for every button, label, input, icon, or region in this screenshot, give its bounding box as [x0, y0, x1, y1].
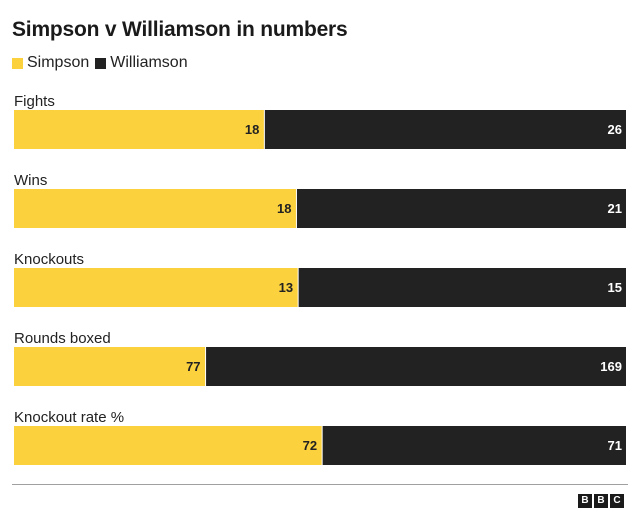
- logo-letter-c: C: [610, 494, 624, 508]
- value-label-williamson-rounds-boxed: 169: [600, 359, 622, 374]
- bar-williamson-wins: [296, 189, 626, 228]
- legend-label-williamson: Williamson: [110, 54, 188, 71]
- bar-simpson-rounds-boxed: [14, 347, 206, 386]
- category-label-fights: Fights: [14, 93, 55, 110]
- bar-simpson-wins: [14, 189, 297, 228]
- value-label-williamson-wins: 21: [608, 201, 622, 216]
- bar-williamson-rounds-boxed: [205, 347, 626, 386]
- category-label-knockouts: Knockouts: [14, 251, 84, 268]
- legend-swatch-williamson: [95, 57, 107, 69]
- value-label-simpson-knockouts: 13: [279, 280, 293, 295]
- legend: Simpson Williamson: [12, 53, 194, 73]
- bar-separator-fights: [263, 110, 265, 149]
- logo-letter-b1: B: [578, 494, 592, 508]
- value-label-simpson-wins: 18: [277, 201, 291, 216]
- bar-simpson-knockout-rate: [14, 426, 323, 465]
- chart-title: Simpson v Williamson in numbers: [12, 18, 348, 41]
- bar-williamson-fights: [264, 110, 626, 149]
- legend-item-williamson: Williamson: [95, 54, 188, 72]
- bbc-logo: B B C: [578, 494, 626, 508]
- value-label-simpson-knockout-rate: 72: [303, 438, 317, 453]
- bar-williamson-knockout-rate: [322, 426, 626, 465]
- legend-item-simpson: Simpson: [12, 54, 89, 72]
- value-label-williamson-knockouts: 15: [608, 280, 622, 295]
- logo-letter-b2: B: [594, 494, 608, 508]
- bottom-divider: [12, 484, 628, 485]
- bar-simpson-fights: [14, 110, 265, 149]
- legend-label-simpson: Simpson: [27, 54, 90, 71]
- category-label-rounds-boxed: Rounds boxed: [14, 330, 111, 347]
- value-label-williamson-fights: 26: [608, 122, 622, 137]
- bar-separator-wins: [295, 189, 297, 228]
- value-label-simpson-fights: 18: [245, 122, 259, 137]
- bar-williamson-knockouts: [298, 268, 626, 307]
- legend-swatch-simpson: [12, 57, 23, 69]
- bar-separator-knockout-rate: [321, 426, 323, 465]
- value-label-simpson-rounds-boxed: 77: [186, 359, 200, 374]
- bar-separator-knockouts: [297, 268, 299, 307]
- category-label-knockout-rate: Knockout rate %: [14, 409, 124, 426]
- bar-simpson-knockouts: [14, 268, 299, 307]
- value-label-williamson-knockout-rate: 71: [608, 438, 622, 453]
- bar-chart: Fights 18 26 Wins 18 21 Knockouts 13 15 Rounds bo…: [14, 93, 626, 465]
- category-label-wins: Wins: [14, 172, 47, 189]
- bar-separator-rounds-boxed: [205, 347, 207, 386]
